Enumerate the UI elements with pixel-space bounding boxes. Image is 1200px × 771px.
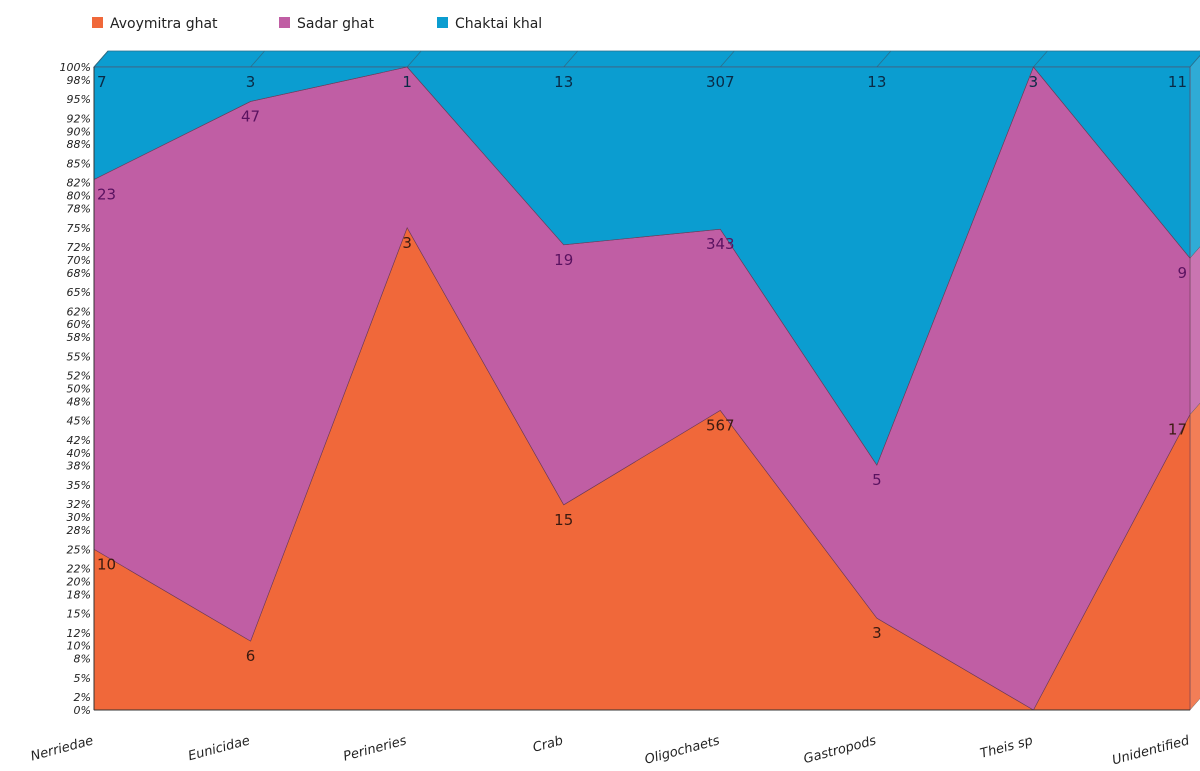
y-tick-label: 45% <box>67 415 91 428</box>
y-tick-label: 85% <box>67 157 91 170</box>
data-label: 47 <box>241 107 260 125</box>
x-tick-label: Eunicidae <box>187 733 252 764</box>
x-tick-label: Theis sp <box>979 733 1035 761</box>
y-tick-label: 38% <box>67 460 91 473</box>
data-label: 1 <box>402 73 412 91</box>
data-label: 15 <box>554 511 573 529</box>
y-tick-label: 10% <box>67 640 91 653</box>
y-tick-label: 28% <box>67 524 91 537</box>
top-ridge <box>1189 54 1200 68</box>
legend-label-0: Avoymitra ghat <box>110 16 218 32</box>
y-tick-label: 65% <box>67 286 91 299</box>
top-ridge <box>876 50 892 68</box>
top-ridge <box>250 50 265 68</box>
data-label: 7 <box>97 73 107 91</box>
y-tick-label: 22% <box>67 563 91 576</box>
data-label: 343 <box>706 235 735 253</box>
legend-label-2: Chaktai khal <box>455 16 542 32</box>
y-tick-label: 72% <box>67 241 91 254</box>
x-tick-label: Nerriedae <box>29 733 95 764</box>
y-tick-label: 2% <box>74 691 91 704</box>
top-face <box>93 50 1200 68</box>
y-tick-label: 90% <box>67 125 91 138</box>
data-label: 9 <box>1177 264 1187 282</box>
data-label: 11 <box>1168 73 1187 91</box>
y-tick-label: 92% <box>67 112 91 125</box>
y-tick-label: 15% <box>67 608 91 621</box>
data-label: 6 <box>246 647 256 665</box>
y-tick-label: 60% <box>67 318 91 331</box>
legend-swatch-1 <box>279 17 290 28</box>
data-label: 567 <box>706 416 735 434</box>
data-label: 3 <box>402 234 412 252</box>
y-tick-label: 58% <box>67 331 91 344</box>
y-tick-label: 32% <box>67 498 91 511</box>
y-tick-label: 8% <box>74 653 91 666</box>
y-tick-label: 78% <box>67 202 91 215</box>
y-axis: 0%2% 5% 8%10%12% 15% 18%20%22% 25% 28%30%32% 35… <box>60 61 95 717</box>
data-label: 17 <box>1168 421 1187 439</box>
y-tick-label: 30% <box>67 511 91 524</box>
data-labels: 10 6 3 15 567 3 17 23 47 19 343 5 9 7 3 1 13 307 13 3 11 <box>97 73 1187 665</box>
legend-swatch-2 <box>437 17 448 28</box>
y-tick-label: 70% <box>67 254 91 267</box>
y-tick-label: 48% <box>67 395 91 408</box>
y-tick-label: 35% <box>67 479 91 492</box>
y-tick-label: 55% <box>67 350 91 363</box>
side-face-1 <box>1189 246 1200 416</box>
chart-3d-depth <box>93 50 1200 711</box>
legend: Avoymitra ghat Sadar ghat Chaktai khal <box>92 16 542 32</box>
x-axis: Nerriedae Eunicidae Perineries Crab Oligocha… <box>29 709 1192 768</box>
top-ridge <box>1033 50 1048 68</box>
y-tick-label: 98% <box>67 74 91 87</box>
top-ridge <box>406 50 422 68</box>
y-tick-label: 80% <box>67 190 91 203</box>
x-tick-label: Crab <box>531 733 564 755</box>
x-tick-label: Unidentified <box>1111 733 1192 768</box>
y-tick-label: 88% <box>67 138 91 151</box>
data-label: 19 <box>554 251 573 269</box>
data-label: 307 <box>706 73 735 91</box>
y-tick-label: 25% <box>67 543 91 556</box>
y-tick-label: 62% <box>67 305 91 318</box>
y-tick-label: 50% <box>67 383 91 396</box>
y-tick-label: 40% <box>67 447 91 460</box>
x-tick-label: Perineries <box>342 733 409 764</box>
y-tick-label: 42% <box>67 434 91 447</box>
data-label: 13 <box>867 73 886 91</box>
top-ridge <box>563 50 579 68</box>
y-tick-label: 68% <box>67 267 91 280</box>
top-ridge <box>719 50 735 68</box>
y-tick-label: 75% <box>67 222 91 235</box>
data-label: 3 <box>1029 73 1039 91</box>
data-label: 5 <box>872 471 882 489</box>
top-ridge <box>93 50 109 68</box>
area-chaktai-khal <box>93 66 1191 466</box>
side-face-0 <box>1189 402 1200 711</box>
data-label: 13 <box>554 73 573 91</box>
data-label: 10 <box>97 555 116 573</box>
y-tick-label: 18% <box>67 588 91 601</box>
data-label: 3 <box>872 624 882 642</box>
y-tick-label: 82% <box>67 177 91 190</box>
y-tick-label: 0% <box>74 704 91 717</box>
y-tick-label: 20% <box>67 575 91 588</box>
legend-swatch-0 <box>92 17 103 28</box>
legend-label-1: Sadar ghat <box>297 16 374 32</box>
data-label: 3 <box>246 73 256 91</box>
chart-areas <box>93 66 1191 711</box>
y-tick-label: 52% <box>67 370 91 383</box>
y-tick-label: 95% <box>67 93 91 106</box>
side-face-2 <box>1189 55 1200 259</box>
data-label: 23 <box>97 186 116 204</box>
y-tick-label: 100% <box>60 61 91 74</box>
y-tick-label: 12% <box>67 627 91 640</box>
y-tick-label: 5% <box>74 672 91 685</box>
x-tick-label: Gastropods <box>802 733 878 767</box>
x-tick-label: Oligochaets <box>643 733 721 767</box>
